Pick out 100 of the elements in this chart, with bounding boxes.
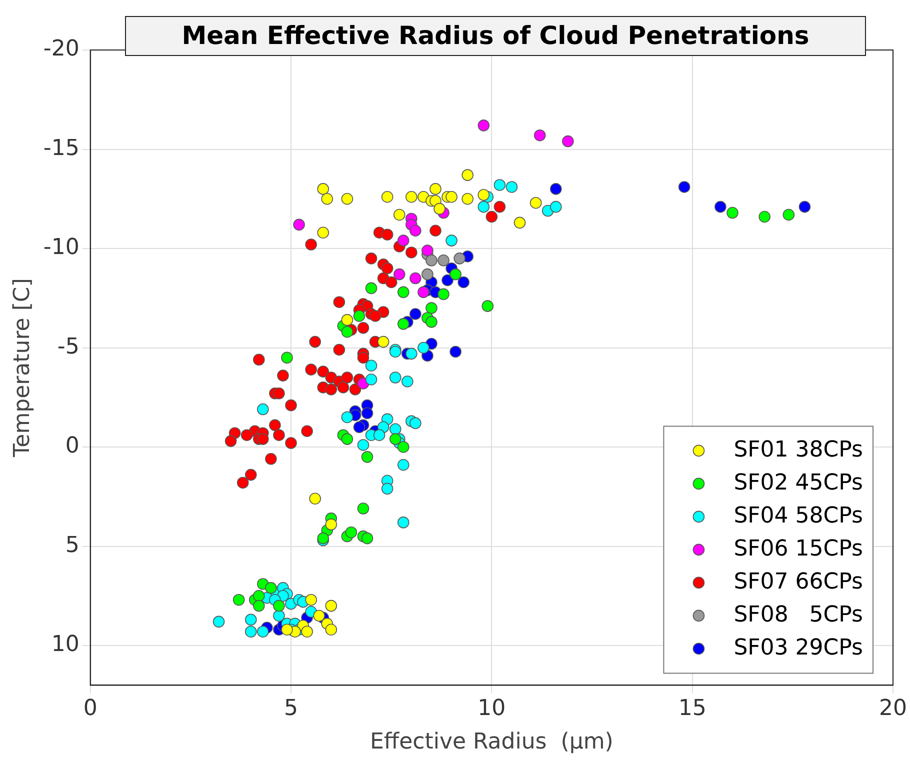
point (494, 179, 506, 191)
point (305, 364, 317, 376)
legend-label: SF01 38CPs (734, 437, 864, 462)
point (353, 310, 366, 322)
point (397, 516, 410, 528)
point (337, 382, 350, 394)
point (244, 614, 257, 626)
point (478, 200, 490, 213)
point (257, 433, 269, 445)
point (252, 354, 265, 366)
point (236, 476, 249, 489)
point (478, 120, 490, 132)
point (369, 310, 382, 322)
point (478, 189, 490, 201)
point (273, 429, 285, 441)
point (450, 268, 462, 280)
point (301, 425, 313, 438)
point (550, 200, 562, 213)
point (446, 190, 458, 203)
point (426, 302, 438, 314)
point (494, 200, 506, 213)
point (450, 346, 462, 358)
point (562, 135, 574, 148)
point (462, 192, 474, 205)
point (418, 342, 430, 354)
point (389, 372, 402, 384)
point (301, 626, 313, 638)
point (341, 314, 354, 326)
point (361, 532, 374, 544)
point (273, 600, 285, 612)
point (426, 316, 438, 328)
point (401, 376, 414, 388)
point (269, 419, 281, 432)
point (325, 384, 338, 396)
y-tick-label: -10 (43, 235, 80, 260)
point (252, 600, 265, 612)
point (410, 308, 422, 320)
y-tick-label: -15 (43, 136, 80, 161)
point (232, 594, 245, 606)
point (422, 244, 434, 256)
point (506, 181, 518, 193)
point (373, 429, 386, 441)
point (365, 360, 378, 372)
point (482, 300, 494, 312)
point (325, 624, 338, 636)
point (714, 200, 726, 213)
point (385, 276, 398, 288)
point (377, 336, 390, 348)
point (273, 388, 285, 400)
point (381, 190, 394, 203)
point (418, 286, 430, 298)
point (798, 200, 811, 213)
point (309, 492, 321, 505)
point (341, 411, 354, 424)
point (317, 226, 330, 239)
point (285, 399, 297, 412)
point (406, 348, 418, 360)
point (357, 439, 370, 451)
point (281, 352, 293, 364)
point (341, 192, 354, 205)
point (325, 518, 338, 530)
point (357, 352, 370, 364)
point (257, 626, 269, 638)
y-tick-label: 5 (65, 532, 80, 558)
point (393, 208, 406, 221)
y-axis-title: Temperature [C] (10, 278, 35, 458)
point (361, 407, 374, 420)
point (454, 252, 466, 264)
point (397, 458, 410, 471)
point (365, 252, 378, 264)
point (349, 384, 362, 396)
point (406, 190, 418, 203)
point (438, 254, 450, 266)
point (265, 453, 277, 465)
y-tick-label: -20 (43, 36, 80, 62)
point (365, 374, 378, 386)
point (313, 610, 325, 622)
point (341, 372, 354, 384)
point (293, 218, 305, 231)
point (389, 433, 402, 445)
point (333, 296, 346, 308)
point (361, 451, 374, 463)
x-tick-label: 15 (678, 696, 706, 722)
point (514, 216, 526, 229)
point (285, 437, 297, 449)
point (462, 169, 474, 181)
point (309, 336, 321, 348)
point (397, 441, 410, 453)
point (446, 234, 458, 246)
y-tick-label: 0 (65, 434, 80, 459)
legend-label: SF04 58CPs (734, 503, 864, 528)
point (273, 610, 285, 622)
point (550, 183, 562, 195)
point (438, 288, 450, 300)
point (252, 590, 265, 602)
point (333, 344, 346, 356)
point (410, 272, 422, 284)
point (458, 276, 470, 288)
point (381, 482, 394, 495)
point (357, 322, 370, 334)
